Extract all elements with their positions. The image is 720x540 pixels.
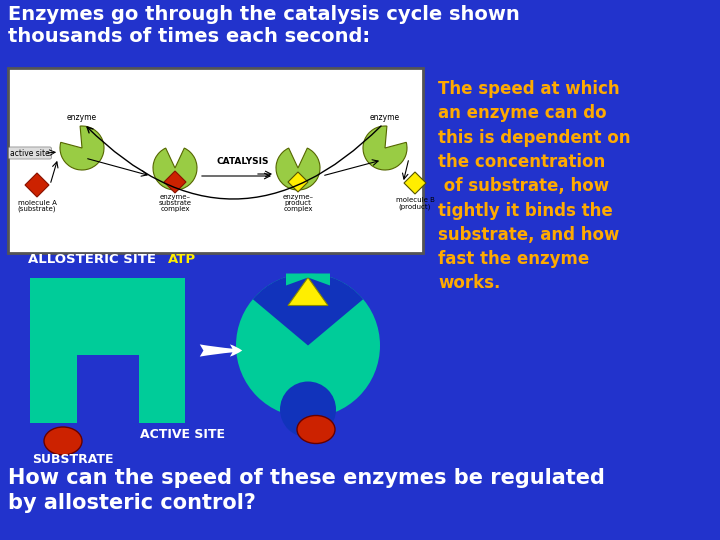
- Text: product: product: [284, 200, 312, 206]
- Polygon shape: [286, 273, 330, 286]
- Bar: [76, 355, 138, 423]
- Polygon shape: [288, 278, 328, 306]
- Text: enzyme: enzyme: [370, 113, 400, 122]
- Wedge shape: [253, 273, 363, 346]
- Circle shape: [280, 381, 336, 437]
- Wedge shape: [60, 126, 104, 170]
- Text: (substrate): (substrate): [18, 206, 56, 213]
- Text: ACTIVE SITE: ACTIVE SITE: [140, 428, 225, 441]
- Text: Enzymes go through the catalysis cycle shown
thousands of times each second:: Enzymes go through the catalysis cycle s…: [8, 5, 520, 46]
- Bar: [8, 68, 423, 253]
- Text: substrate: substrate: [158, 200, 192, 206]
- Text: (product): (product): [399, 203, 431, 210]
- Text: active site: active site: [10, 148, 50, 158]
- Text: complex: complex: [283, 206, 312, 212]
- Text: SUBSTRATE: SUBSTRATE: [32, 453, 114, 466]
- Circle shape: [236, 273, 380, 417]
- Polygon shape: [404, 172, 426, 194]
- Ellipse shape: [44, 427, 82, 455]
- Polygon shape: [25, 173, 49, 197]
- Text: complex: complex: [161, 206, 190, 212]
- Wedge shape: [153, 148, 197, 190]
- Text: ALLOSTERIC SITE: ALLOSTERIC SITE: [29, 253, 156, 266]
- Ellipse shape: [297, 415, 335, 443]
- Text: ATP: ATP: [168, 253, 197, 266]
- Polygon shape: [288, 172, 308, 192]
- Bar: [30, 278, 185, 423]
- Text: How can the speed of these enzymes be regulated
by allosteric control?: How can the speed of these enzymes be re…: [8, 468, 605, 513]
- Wedge shape: [276, 148, 320, 190]
- Text: enzyme: enzyme: [67, 113, 97, 122]
- Text: molecule A: molecule A: [17, 200, 56, 206]
- Text: enzyme–: enzyme–: [160, 194, 191, 200]
- Text: molecule B: molecule B: [395, 197, 434, 203]
- Polygon shape: [164, 171, 186, 193]
- Wedge shape: [363, 126, 407, 170]
- Text: The speed at which
an enzyme can do
this is dependent on
the concentration
 of s: The speed at which an enzyme can do this…: [438, 80, 631, 292]
- Text: CATALYSIS: CATALYSIS: [217, 158, 269, 166]
- Text: enzyme–: enzyme–: [282, 194, 313, 200]
